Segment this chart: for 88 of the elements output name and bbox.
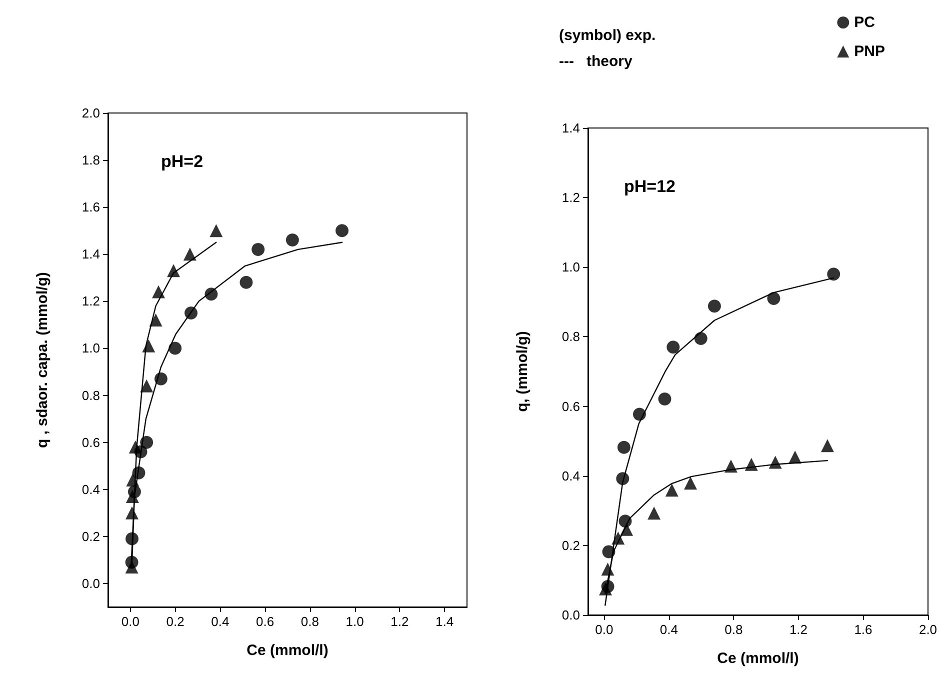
point bbox=[132, 466, 146, 480]
y-tick-label: 0.6 bbox=[562, 398, 580, 414]
y-tick-label: 0.4 bbox=[562, 468, 580, 484]
point bbox=[665, 484, 678, 497]
legend-label: PC bbox=[854, 14, 876, 31]
point bbox=[152, 285, 165, 298]
y-tick-label: 1.2 bbox=[82, 294, 100, 309]
y-tick-label: 1.4 bbox=[82, 246, 100, 262]
point bbox=[602, 545, 616, 558]
y-tick-label: 1.6 bbox=[82, 200, 100, 215]
text: pH=2 bbox=[161, 152, 204, 171]
point bbox=[708, 300, 721, 313]
point bbox=[183, 248, 196, 261]
point bbox=[167, 264, 180, 278]
y-tick-label: 1.0 bbox=[562, 260, 580, 275]
y-tick-label: 2.0 bbox=[82, 106, 100, 120]
point bbox=[768, 456, 782, 469]
point bbox=[827, 268, 840, 281]
point bbox=[126, 473, 140, 486]
point bbox=[788, 450, 802, 464]
point bbox=[658, 392, 672, 406]
x-axis-title: Ce (mmol/l) bbox=[717, 650, 799, 667]
point bbox=[154, 372, 168, 386]
point bbox=[612, 532, 625, 545]
x-tick-label: 0.8 bbox=[300, 614, 319, 629]
text: (symbol) exp. bbox=[559, 27, 656, 44]
text: --- theory bbox=[559, 53, 633, 70]
point bbox=[616, 472, 630, 486]
y-tick-label: 0.6 bbox=[82, 434, 100, 450]
point bbox=[684, 476, 697, 490]
x-tick-label: 1.2 bbox=[390, 614, 409, 629]
point bbox=[694, 332, 708, 345]
x-tick-label: 1.6 bbox=[854, 622, 872, 637]
x-axis-title: Ce (mmol/l) bbox=[246, 642, 328, 659]
point bbox=[184, 306, 198, 320]
y-tick-label: 0.8 bbox=[562, 329, 580, 344]
point bbox=[240, 276, 253, 289]
x-tick-label: 0.0 bbox=[595, 622, 614, 637]
y-tick-label: 1.4 bbox=[562, 120, 580, 136]
point bbox=[142, 339, 156, 352]
x-tick-label: 0.0 bbox=[121, 614, 140, 629]
point bbox=[149, 314, 162, 327]
legend-label: PNP bbox=[854, 43, 885, 60]
point bbox=[666, 340, 680, 354]
point bbox=[620, 522, 634, 536]
y-tick-label: 0.2 bbox=[562, 538, 580, 553]
point bbox=[633, 408, 646, 421]
point bbox=[767, 292, 780, 305]
y-tick-label: 1.0 bbox=[82, 340, 100, 356]
point bbox=[336, 224, 349, 238]
y-axis-title: q , sdaor. capa. (mmol/g) bbox=[34, 272, 51, 448]
point bbox=[598, 582, 612, 596]
x-tick-label: 0.8 bbox=[724, 622, 743, 637]
y-tick-label: 0.0 bbox=[82, 576, 100, 591]
x-tick-label: 2.0 bbox=[918, 622, 938, 637]
point bbox=[128, 440, 142, 454]
text: pH=12 bbox=[624, 177, 676, 196]
point bbox=[286, 234, 299, 247]
point bbox=[618, 514, 632, 528]
point bbox=[204, 288, 218, 301]
y-tick-label: 0.2 bbox=[82, 528, 100, 544]
point bbox=[617, 440, 630, 454]
point bbox=[125, 560, 138, 574]
x-tick-label: 1.2 bbox=[789, 622, 808, 637]
point bbox=[648, 506, 661, 520]
x-tick-label: 1.0 bbox=[346, 614, 364, 629]
x-tick-label: 0.4 bbox=[660, 622, 678, 637]
point bbox=[210, 224, 223, 238]
point bbox=[724, 460, 738, 473]
point bbox=[140, 436, 154, 449]
point bbox=[252, 242, 265, 256]
point bbox=[126, 506, 139, 520]
y-tick-label: 0.4 bbox=[82, 482, 100, 497]
y-tick-label: 1.2 bbox=[562, 190, 580, 206]
point bbox=[820, 439, 834, 452]
x-tick-label: 0.2 bbox=[166, 614, 184, 629]
point bbox=[601, 562, 614, 576]
x-tick-label: 0.4 bbox=[211, 614, 230, 629]
point bbox=[744, 458, 758, 471]
point bbox=[126, 532, 139, 546]
x-tick-label: 0.6 bbox=[256, 614, 274, 629]
x-tick-label: 1.4 bbox=[436, 614, 454, 629]
y-tick-label: 0.8 bbox=[82, 388, 100, 403]
point bbox=[168, 342, 182, 355]
y-tick-label: 1.8 bbox=[82, 152, 100, 168]
point bbox=[140, 379, 154, 392]
y-axis-title: q, (mmol/g) bbox=[514, 331, 531, 412]
point bbox=[126, 490, 139, 503]
